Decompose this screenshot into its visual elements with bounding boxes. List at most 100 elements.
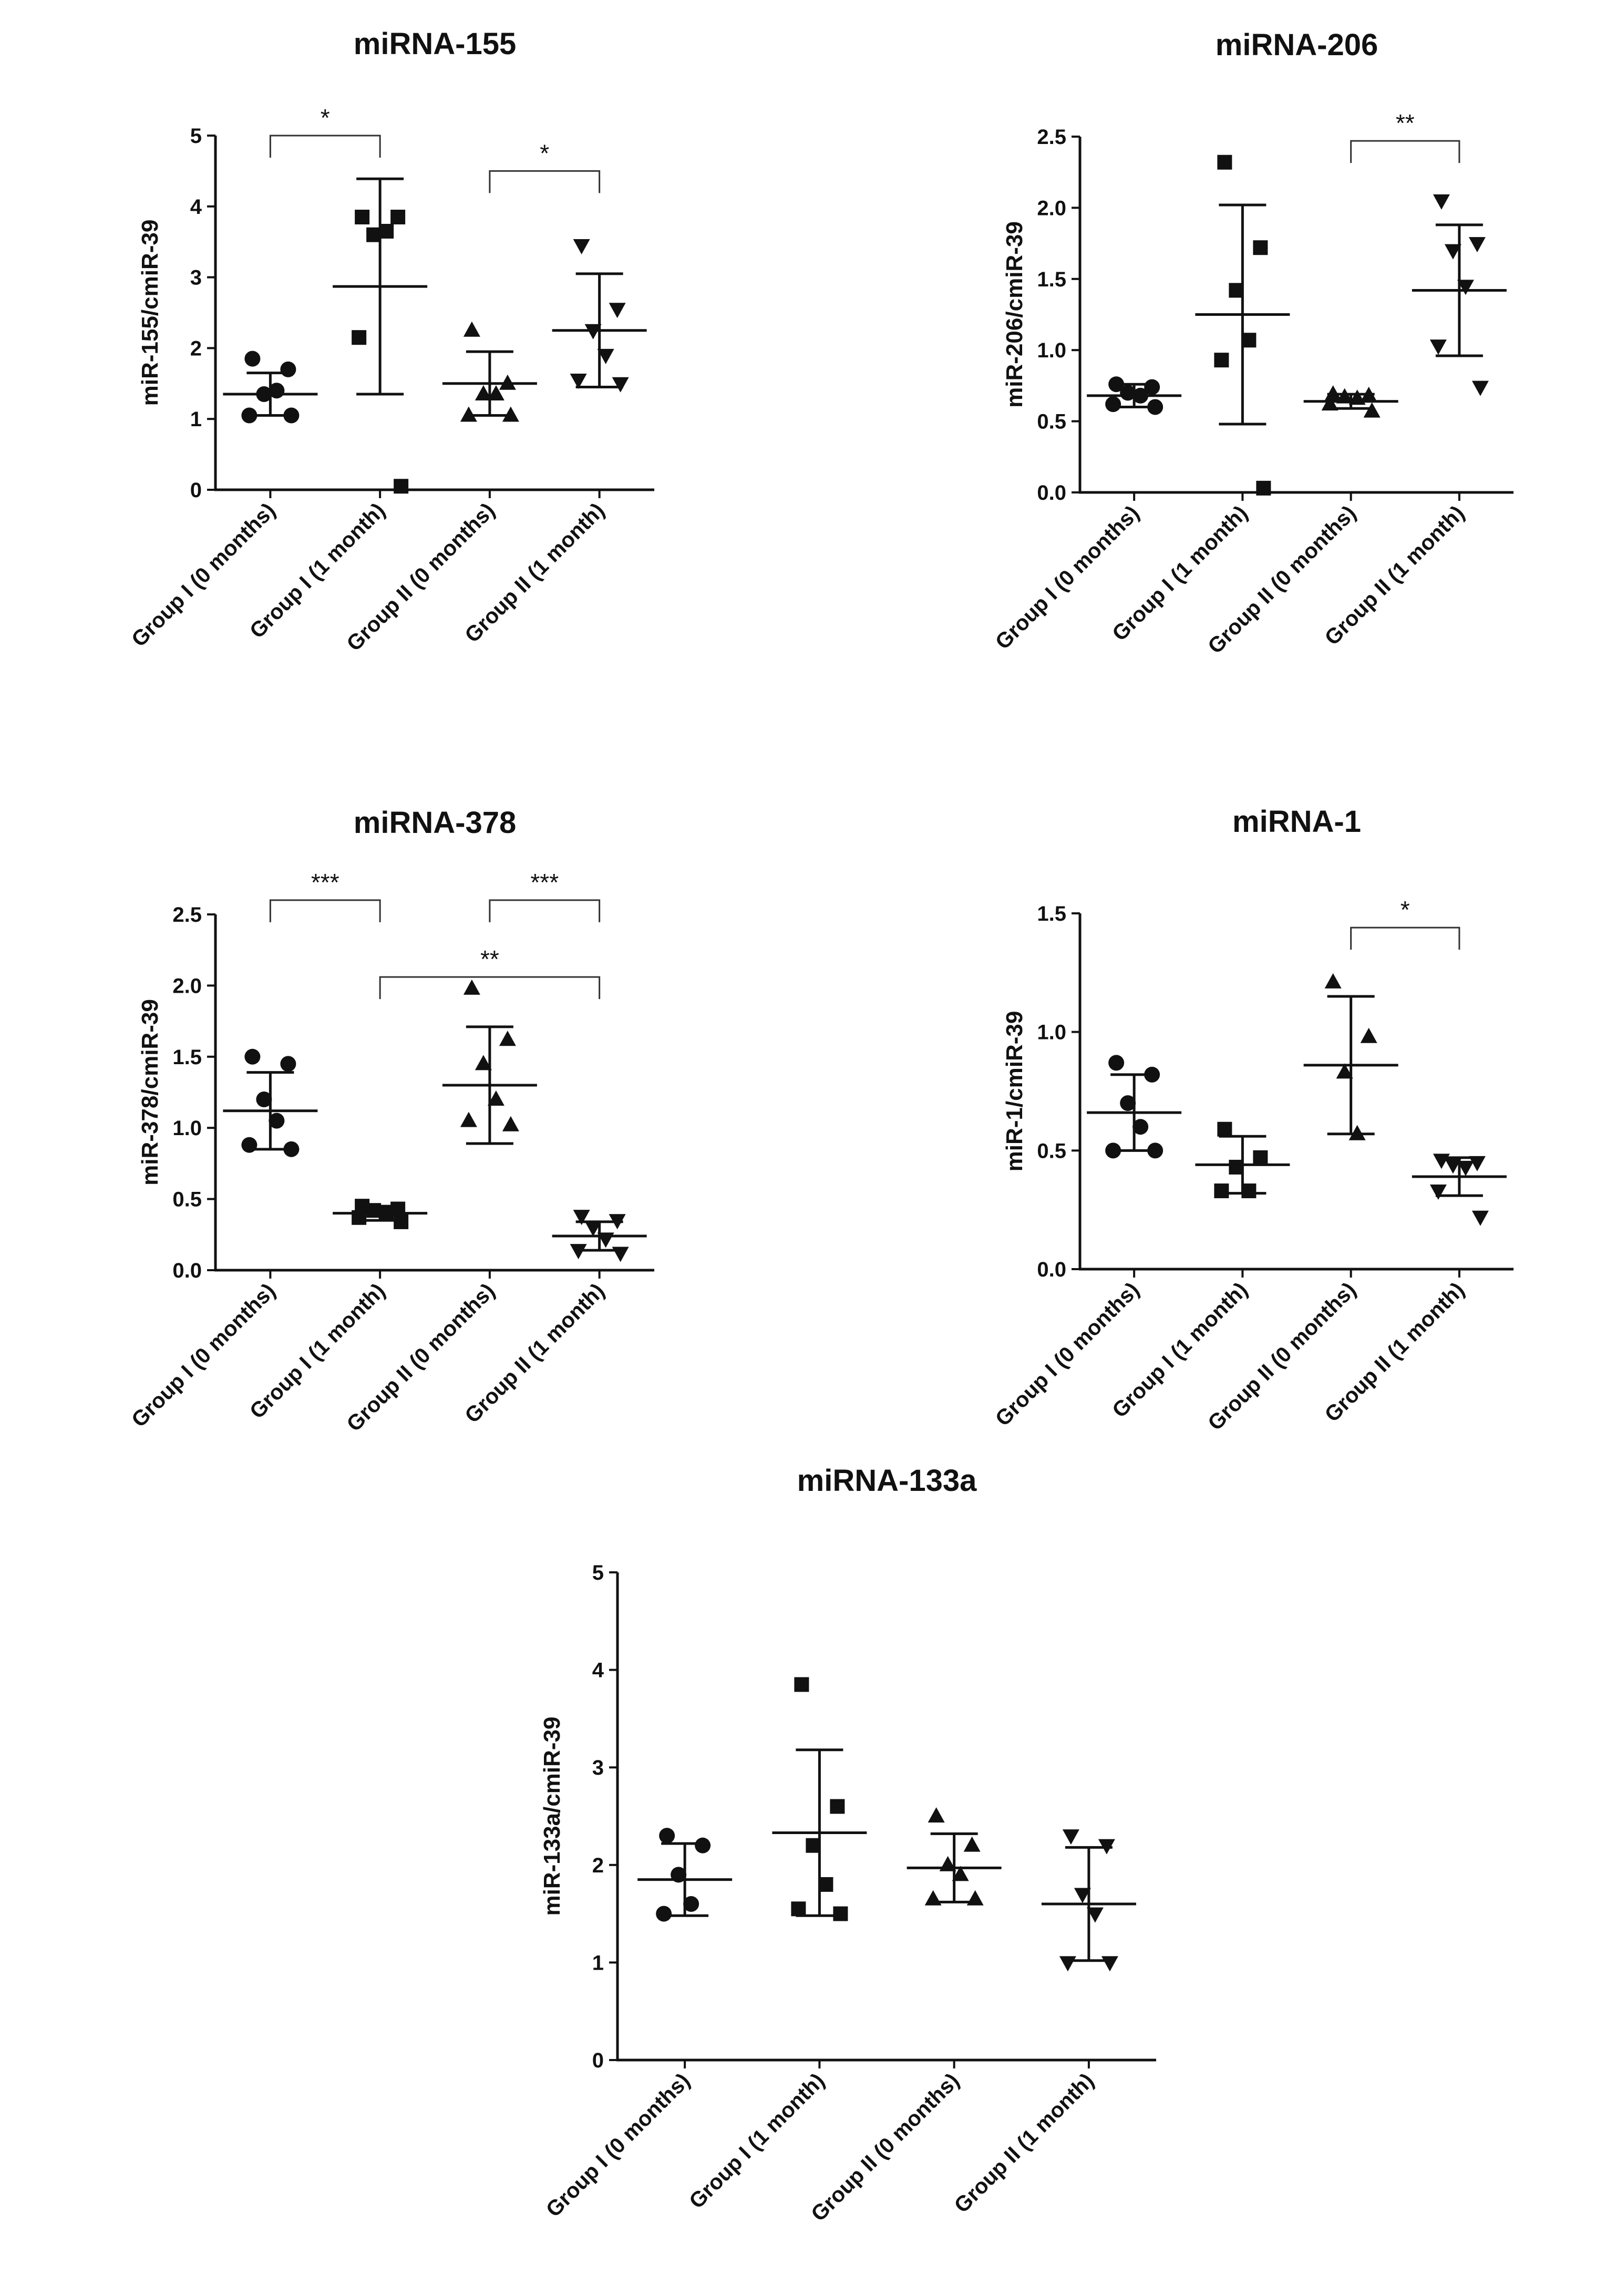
data-point <box>394 479 409 494</box>
data-point <box>1241 1183 1257 1199</box>
series-group-i-1-month <box>1195 155 1290 496</box>
y-tick-label: 1 <box>190 408 202 431</box>
y-tick-label: 0 <box>592 2049 604 2072</box>
data-point <box>1062 1829 1079 1845</box>
chart-title: miRNA-133a <box>797 1464 977 1498</box>
y-tick-label: 1.0 <box>1037 339 1066 362</box>
series-group-i-0-months <box>223 1048 318 1157</box>
data-point <box>1253 1150 1268 1165</box>
data-point <box>1363 402 1381 418</box>
data-point <box>1217 1121 1232 1137</box>
series-group-ii-1-month <box>1041 1829 1136 1972</box>
series-group-i-1-month <box>333 177 428 494</box>
series-group-ii-0-months <box>442 979 537 1145</box>
significance-bracket <box>269 135 381 158</box>
significance-label: *** <box>530 869 559 896</box>
data-point <box>256 1092 272 1108</box>
y-tick-label: 2.5 <box>172 903 202 926</box>
y-axis-label: miR-1/cmiR-39 <box>1002 1011 1027 1172</box>
data-point <box>963 1836 981 1852</box>
data-point <box>460 1111 477 1127</box>
significance-label: * <box>1401 896 1410 923</box>
y-tick-label: 0.5 <box>1037 1139 1066 1162</box>
x-tick-label-group-ii-0-months: Group II (0 months) <box>806 2068 964 2226</box>
data-point <box>695 1837 711 1854</box>
data-point <box>573 1210 590 1226</box>
data-point <box>952 1866 969 1881</box>
data-point <box>584 1221 602 1237</box>
significance-bracket <box>269 899 381 922</box>
series-group-i-1-month <box>1195 1121 1290 1199</box>
y-axis-label: miR-206/cmiR-39 <box>1002 221 1027 408</box>
series-group-ii-0-months <box>442 321 537 422</box>
data-point <box>791 1901 806 1917</box>
data-point <box>1444 1158 1461 1174</box>
series-group-ii-1-month <box>552 239 647 393</box>
y-tick-label: 0.5 <box>172 1188 202 1211</box>
significance-bracket <box>1350 926 1460 950</box>
data-point <box>1120 1095 1136 1111</box>
data-point <box>1253 240 1268 255</box>
y-tick-label: 0.5 <box>1037 410 1066 434</box>
significance-label: *** <box>311 869 339 896</box>
y-tick-label: 3 <box>592 1756 604 1779</box>
data-point <box>1433 194 1450 210</box>
significance-label: * <box>321 104 330 131</box>
data-point <box>1086 1907 1104 1923</box>
data-point <box>352 330 367 345</box>
data-point <box>244 1048 261 1065</box>
series-group-ii-0-months <box>1303 973 1398 1140</box>
chart-title: miRNA-206 <box>1216 28 1378 62</box>
data-point <box>269 1113 285 1129</box>
y-axis-label: miR-378/cmiR-39 <box>137 999 163 1186</box>
data-point <box>1471 380 1489 396</box>
data-point <box>1321 395 1339 411</box>
data-point <box>1468 237 1486 253</box>
data-point <box>1471 1210 1489 1226</box>
y-tick-label: 2.5 <box>1037 126 1066 149</box>
data-point <box>1074 1888 1091 1903</box>
data-point <box>475 1055 492 1070</box>
data-point <box>1324 973 1342 989</box>
data-point <box>659 1828 675 1844</box>
data-point <box>1229 283 1244 298</box>
y-tick-label: 2 <box>592 1854 604 1877</box>
data-point <box>366 227 382 242</box>
data-point <box>794 1677 809 1692</box>
panel-mirna-378: miRNA-378 miR-378/cmiR-39 0.0 0.5 1.0 1.5 2.0 2… <box>127 806 654 1436</box>
data-point <box>928 1807 945 1823</box>
data-point <box>1429 339 1447 355</box>
data-point <box>1360 1027 1377 1043</box>
data-point <box>1059 1956 1076 1972</box>
series-group-ii-1-month <box>552 1210 647 1262</box>
y-tick-label: 0.0 <box>172 1259 202 1282</box>
chart-title: miRNA-1 <box>1232 805 1361 839</box>
panel-mirna-206: miRNA-206 miR-206/cmiR-39 0.0 0.5 1.0 1.5 2.0 2… <box>991 28 1514 658</box>
data-point <box>830 1799 845 1814</box>
significance-bracket <box>1350 140 1460 163</box>
data-point <box>683 1896 699 1912</box>
data-point <box>1241 333 1257 348</box>
data-point <box>487 385 505 401</box>
data-point <box>394 1214 409 1229</box>
y-tick-label: 1.0 <box>1037 1021 1066 1044</box>
series-group-i-0-months <box>1087 1055 1182 1159</box>
data-point <box>833 1906 848 1921</box>
data-point <box>244 351 261 367</box>
data-point <box>1444 244 1461 260</box>
y-tick-label: 5 <box>592 1561 604 1584</box>
data-point <box>487 1090 505 1106</box>
y-tick-label: 0.0 <box>1037 1258 1066 1281</box>
significance-bracket <box>489 899 601 922</box>
series-group-i-1-month <box>772 1677 867 1921</box>
series-group-ii-1-month <box>1412 1154 1507 1226</box>
y-tick-label: 4 <box>592 1659 604 1682</box>
y-tick-label: 0.0 <box>1037 481 1066 504</box>
data-point <box>1457 280 1474 295</box>
y-tick-label: 1.5 <box>1037 268 1066 291</box>
data-point <box>1229 1159 1244 1175</box>
y-tick-label: 2.0 <box>172 974 202 997</box>
